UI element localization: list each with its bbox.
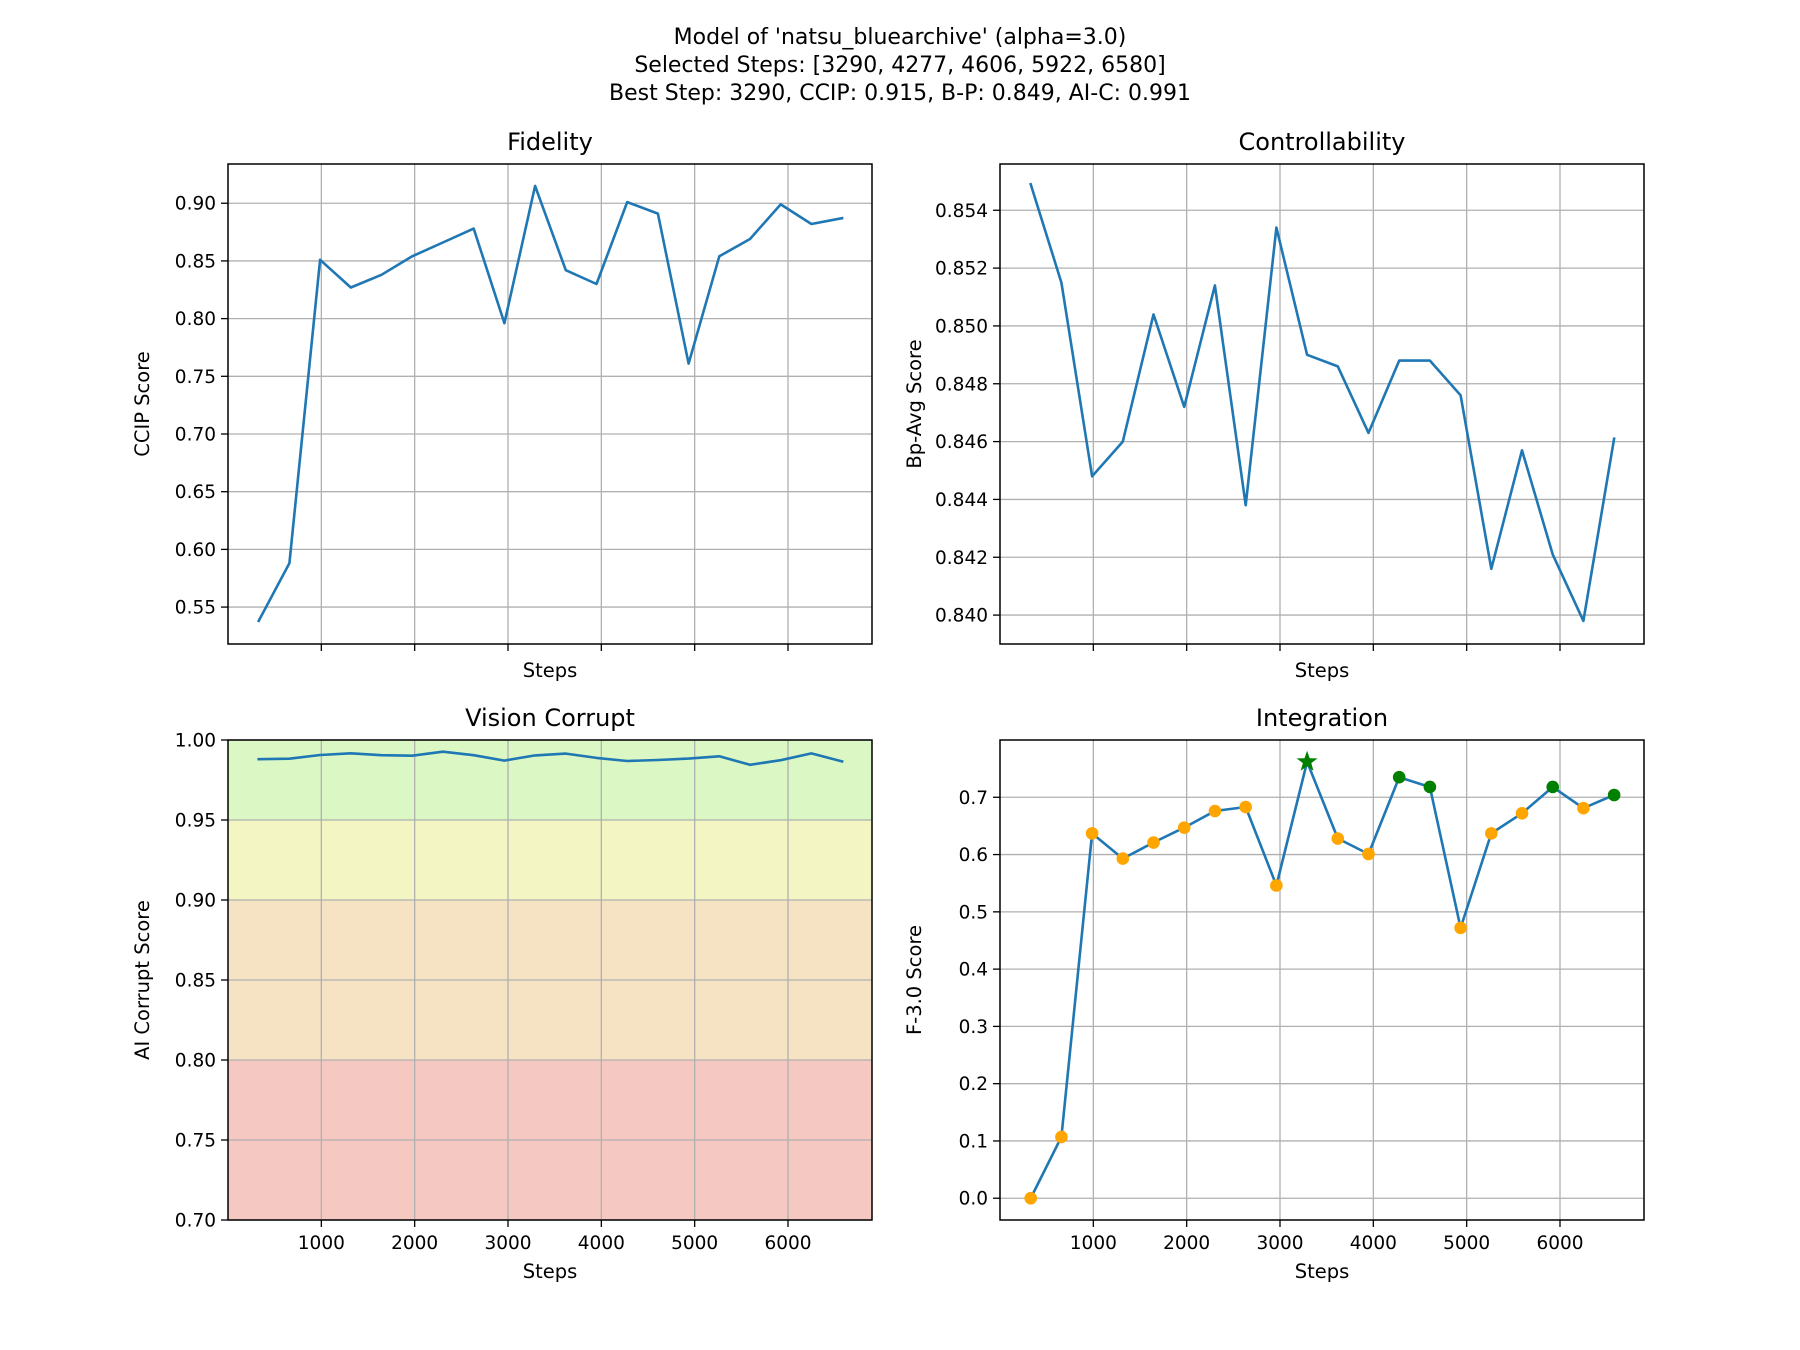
vision-corrupt-xtick-label-3: 4000	[578, 1233, 625, 1254]
controllability-xlabel: Steps	[1295, 659, 1350, 682]
integration-ytick-label-5: 0.5	[959, 902, 988, 923]
integration-point-6	[1208, 804, 1222, 818]
integration-point-16	[1515, 807, 1529, 820]
fidelity-ytick-label-3: 0.70	[175, 425, 216, 446]
integration-ytick-label-4: 0.4	[959, 960, 988, 981]
vision-corrupt-xtick-label-4: 5000	[671, 1233, 718, 1254]
integration-point-4	[1147, 836, 1160, 849]
vision-corrupt-ytick-label-5: 0.95	[175, 811, 216, 832]
integration-xtick-label-2: 3000	[1256, 1233, 1303, 1254]
integration-ytick-label-7: 0.7	[959, 788, 988, 809]
subplot-grid: 0.55 0.60 0.65 0.70 0.75 0.80 0.85 0.90 Fidelity…	[131, 128, 1645, 1283]
fidelity-ylabel: CCIP Score	[131, 351, 154, 457]
fidelity-ytick-label-5: 0.80	[175, 309, 216, 330]
vision-corrupt-ytick-label-2: 0.80	[175, 1051, 216, 1072]
controllability-ytick-label-6: 0.852	[935, 259, 988, 280]
integration-point-15	[1485, 827, 1498, 840]
integration-point-5	[1177, 821, 1191, 834]
integration-point-1	[1055, 1130, 1068, 1144]
vision-corrupt-ytick-label-3: 0.85	[175, 971, 216, 992]
fidelity-ytick-label-1: 0.60	[175, 540, 216, 561]
integration-ytick-label-1: 0.1	[959, 1131, 988, 1152]
vision-corrupt-ytick-label-4: 0.90	[175, 891, 216, 912]
fidelity-ytick-label-4: 0.75	[175, 367, 216, 388]
integration-xtick-label-3: 4000	[1350, 1233, 1397, 1254]
figure-title-line-3: Best Step: 3290, CCIP: 0.915, B-P: 0.849…	[609, 81, 1191, 106]
integration-ytick-label-3: 0.3	[959, 1017, 988, 1038]
vision-corrupt-series-line	[257, 750, 844, 767]
integration-title: Integration	[1256, 704, 1388, 732]
vision-corrupt-band-0	[228, 740, 872, 820]
controllability-chart: 0.840 0.842 0.844 0.846 0.848 0.850 0.852 0.854…	[903, 128, 1645, 682]
integration-point-3	[1116, 852, 1130, 865]
fidelity-ytick-label-6: 0.85	[175, 251, 216, 272]
vision-corrupt-ytick-label-1: 0.75	[175, 1131, 216, 1152]
integration-point-7	[1239, 800, 1252, 814]
controllability-series-line	[1029, 182, 1616, 623]
integration-selected-point-17	[1546, 780, 1560, 794]
fidelity-ytick-label-2: 0.65	[175, 482, 216, 503]
controllability-axes-frame	[999, 163, 1645, 645]
controllability-ytick-label-3: 0.846	[935, 432, 988, 453]
fidelity-ytick-label-0: 0.55	[175, 598, 216, 619]
integration-point-10	[1331, 832, 1345, 845]
controllability-ytick-label-7: 0.854	[935, 201, 988, 222]
integration-point-8	[1270, 879, 1283, 892]
fidelity-ytick-label-7: 0.90	[175, 194, 216, 215]
integration-xtick-label-1: 2000	[1163, 1233, 1210, 1254]
fidelity-series-line	[256, 184, 844, 623]
figure-title: Model of 'natsu_bluearchive' (alpha=3.0)…	[609, 25, 1191, 106]
vision-corrupt-chart: 1000 2000 3000 4000 5000 6000 0.70 0.75 0.80 0.85…	[131, 704, 873, 1283]
fidelity-title: Fidelity	[507, 128, 593, 156]
integration-chart: 1000 2000 3000 4000 5000 6000 0.0 0.1 0.2 0.3 0.4 0…	[903, 704, 1645, 1283]
integration-selected-point-13	[1423, 780, 1437, 794]
vision-corrupt-ytick-label-6: 1.00	[175, 731, 216, 752]
figure-title-line-2: Selected Steps: [3290, 4277, 4606, 5922,…	[634, 53, 1165, 78]
integration-selected-point-19	[1607, 788, 1621, 802]
vision-corrupt-xtick-label-2: 3000	[484, 1233, 531, 1254]
integration-xtick-label-0: 1000	[1070, 1233, 1117, 1254]
vision-corrupt-xlabel: Steps	[523, 1260, 578, 1283]
integration-point-14	[1454, 921, 1467, 935]
integration-xlabel: Steps	[1295, 1260, 1350, 1283]
figure-title-line-1: Model of 'natsu_bluearchive' (alpha=3.0)	[674, 25, 1127, 50]
integration-selected-point-12	[1392, 770, 1406, 784]
controllability-ytick-label-4: 0.848	[935, 374, 988, 395]
vision-corrupt-ylabel: AI Corrupt Score	[131, 900, 154, 1060]
controllability-ytick-label-0: 0.840	[935, 606, 988, 627]
integration-ytick-label-6: 0.6	[959, 845, 988, 866]
fidelity-xlabel: Steps	[523, 659, 578, 682]
vision-corrupt-ytick-label-0: 0.70	[175, 1211, 216, 1232]
integration-point-0	[1024, 1191, 1038, 1205]
fidelity-axes-frame	[227, 163, 873, 645]
integration-ytick-label-2: 0.2	[959, 1074, 988, 1095]
controllability-ytick-label-2: 0.844	[935, 490, 988, 511]
vision-corrupt-xtick-label-0: 1000	[298, 1233, 345, 1254]
integration-axes-frame	[999, 739, 1645, 1221]
integration-xtick-label-4: 5000	[1443, 1233, 1490, 1254]
integration-xtick-label-5: 6000	[1536, 1233, 1583, 1254]
vision-corrupt-band-1	[228, 820, 872, 900]
integration-point-11	[1362, 847, 1375, 861]
controllability-title: Controllability	[1239, 128, 1406, 156]
vision-corrupt-xtick-label-1: 2000	[391, 1233, 438, 1254]
integration-ytick-label-0: 0.0	[959, 1189, 988, 1210]
vision-corrupt-title: Vision Corrupt	[465, 704, 635, 732]
controllability-ytick-label-5: 0.850	[935, 316, 988, 337]
integration-point-18	[1577, 801, 1590, 815]
integration-point-2	[1085, 827, 1099, 840]
integration-ylabel: F-3.0 Score	[903, 925, 926, 1035]
controllability-ylabel: Bp-Avg Score	[903, 339, 926, 468]
vision-corrupt-xtick-label-5: 6000	[764, 1233, 811, 1254]
controllability-ytick-label-1: 0.842	[935, 548, 988, 569]
fidelity-chart: 0.55 0.60 0.65 0.70 0.75 0.80 0.85 0.90 Fidelity…	[131, 128, 873, 682]
integration-best-marker	[1296, 750, 1318, 771]
